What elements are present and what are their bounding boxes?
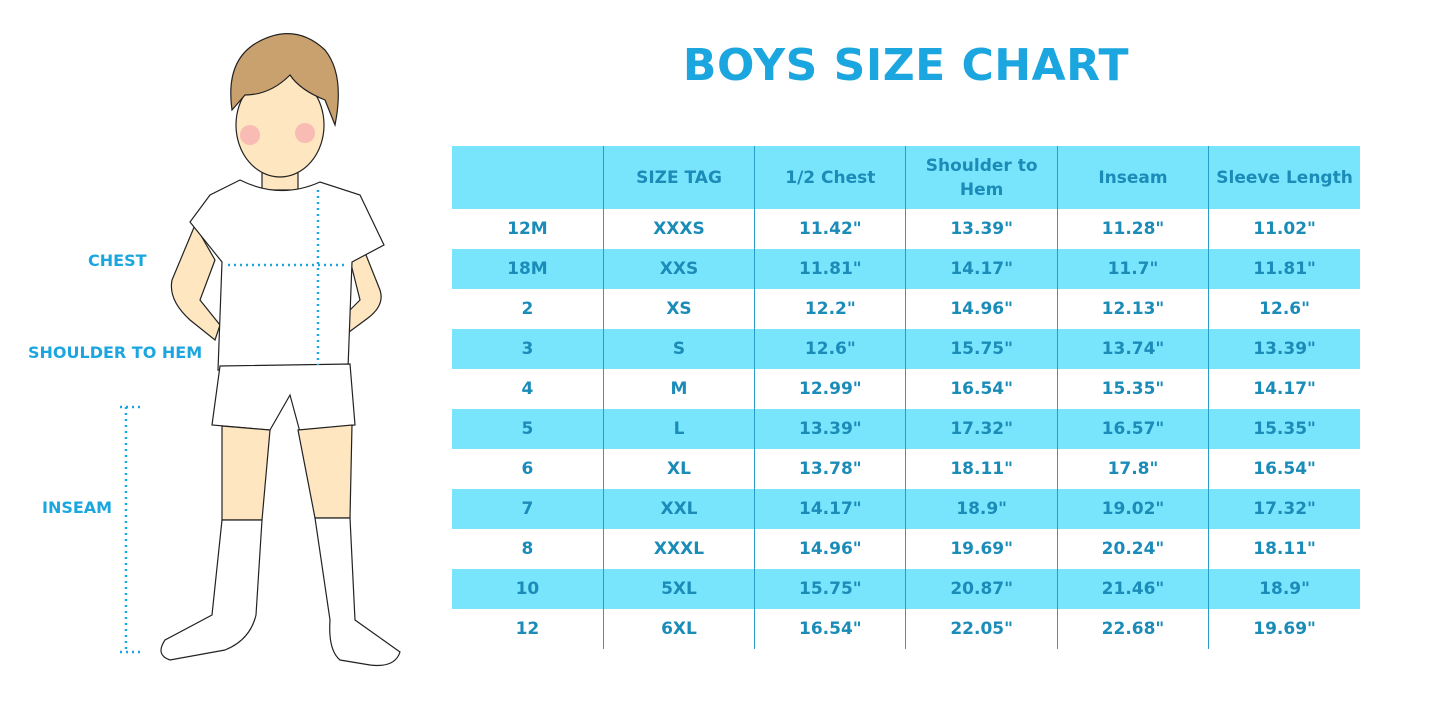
column-header: Inseam [1056, 146, 1209, 209]
boy-illustration [120, 33, 401, 667]
table-cell: 17.32" [1208, 489, 1360, 529]
inseam-label: INSEAM [42, 498, 113, 517]
table-cell: 10 [452, 569, 604, 609]
table-cell: 5XL [602, 569, 755, 609]
chest-label: CHEST [88, 251, 147, 270]
table-cell: 8 [521, 539, 534, 559]
table-row: 12 6XL 16.54" 22.05" 22.68" 19.69" [452, 609, 1360, 649]
table-cell: 14.17" [905, 249, 1058, 289]
table-cell: 13.78" [754, 449, 906, 489]
table-cell: 12.2" [754, 289, 906, 329]
table-row: 2 XS 12.2" 14.96" 12.13" 12.6" [452, 289, 1360, 329]
table-cell: 18.11" [1208, 529, 1360, 569]
table-cell: 21.46" [1056, 569, 1209, 609]
table-cell: 12.6" [1208, 289, 1360, 329]
table-cell: 15.75" [754, 569, 906, 609]
table-cell: XXXL [602, 529, 755, 569]
table-cell: 11.81" [754, 249, 906, 289]
table-row: 7 XXL 14.17" 18.9" 19.02" 17.32" [452, 489, 1360, 529]
table-cell: 15.35" [1056, 369, 1209, 409]
table-cell: 18.9" [905, 489, 1058, 529]
table-cell: XXS [602, 249, 755, 289]
table-cell: 16.54" [1208, 449, 1360, 489]
table-cell: 16.54" [754, 609, 906, 649]
table-cell: 15.35" [1208, 409, 1360, 449]
table-cell: XXXS [602, 209, 755, 249]
table-row: 18M XXS 11.81" 14.17" 11.7" 11.81" [452, 249, 1360, 289]
table-cell: 14.17" [1208, 369, 1360, 409]
table-cell: 20.87" [905, 569, 1058, 609]
column-header [452, 146, 604, 209]
table-cell: 17.32" [905, 409, 1058, 449]
column-header: Shoulder to Hem [905, 146, 1058, 209]
table-cell: 14.96" [905, 289, 1058, 329]
table-row: 8 XXXL 14.96" 19.69" 20.24" 18.11" [452, 529, 1360, 569]
table-cell: XXL [602, 489, 755, 529]
table-cell: 13.39" [754, 409, 906, 449]
table-header-row: SIZE TAG 1/2 Chest Shoulder to Hem Inseam Sl… [452, 146, 1360, 209]
shoulder-to-hem-label: SHOULDER TO HEM [28, 343, 203, 362]
table-cell: 7 [452, 489, 604, 529]
table-cell: 4 [521, 379, 534, 399]
table-cell: 17.8" [1056, 449, 1209, 489]
table-cell: 11.02" [1208, 209, 1360, 249]
table-cell: 6 [521, 459, 534, 479]
table-cell: 15.75" [905, 329, 1058, 369]
table-cell: 22.68" [1056, 609, 1209, 649]
table-cell: 19.69" [905, 529, 1058, 569]
column-header: 1/2 Chest [754, 146, 906, 209]
table-cell: 16.57" [1056, 409, 1209, 449]
table-cell: M [602, 369, 755, 409]
table-cell: 11.42" [754, 209, 906, 249]
column-header: Sleeve Length [1208, 146, 1360, 209]
column-header: SIZE TAG [602, 146, 755, 209]
table-cell: 22.05" [905, 609, 1058, 649]
table-row: 5 L 13.39" 17.32" 16.57" 15.35" [452, 409, 1360, 449]
table-cell: XS [602, 289, 755, 329]
table-row: 3 S 12.6" 15.75" 13.74" 13.39" [452, 329, 1360, 369]
table-cell: 6XL [602, 609, 755, 649]
table-cell: 11.81" [1208, 249, 1360, 289]
table-cell: L [602, 409, 755, 449]
table-cell: 12.13" [1056, 289, 1209, 329]
table-cell: S [602, 329, 755, 369]
table-cell: 3 [452, 329, 604, 369]
table-row: 12M XXXS 11.42" 13.39" 11.28" 11.02" [452, 209, 1360, 249]
table-row: 6 XL 13.78" 18.11" 17.8" 16.54" [452, 449, 1360, 489]
table-cell: 19.69" [1208, 609, 1360, 649]
table-cell: 18.11" [905, 449, 1058, 489]
table-cell: 12.6" [754, 329, 906, 369]
table-cell: 16.54" [905, 369, 1058, 409]
table-row: 10 5XL 15.75" 20.87" 21.46" 18.9" [452, 569, 1360, 609]
table-row: 4 M 12.99" 16.54" 15.35" 14.17" [452, 369, 1360, 409]
table-cell: 14.17" [754, 489, 906, 529]
table-cell: 13.39" [905, 209, 1058, 249]
table-cell: 13.39" [1208, 329, 1360, 369]
table-cell: 20.24" [1056, 529, 1209, 569]
table-cell: 5 [452, 409, 604, 449]
table-cell: 12 [515, 619, 540, 639]
table-cell: 11.28" [1056, 209, 1209, 249]
table-cell: 11.7" [1056, 249, 1209, 289]
table-cell: 18M [452, 249, 604, 289]
table-cell: XL [602, 449, 755, 489]
table-cell: 12M [507, 219, 548, 239]
table-cell: 19.02" [1056, 489, 1209, 529]
table-cell: 18.9" [1208, 569, 1360, 609]
table-cell: 13.74" [1056, 329, 1209, 369]
page-title: BOYS SIZE CHART [682, 40, 1130, 91]
size-table: SIZE TAG 1/2 Chest Shoulder to Hem Inseam Sl… [452, 146, 1360, 649]
table-cell: 2 [521, 299, 534, 319]
table-cell: 14.96" [754, 529, 906, 569]
table-cell: 12.99" [754, 369, 906, 409]
